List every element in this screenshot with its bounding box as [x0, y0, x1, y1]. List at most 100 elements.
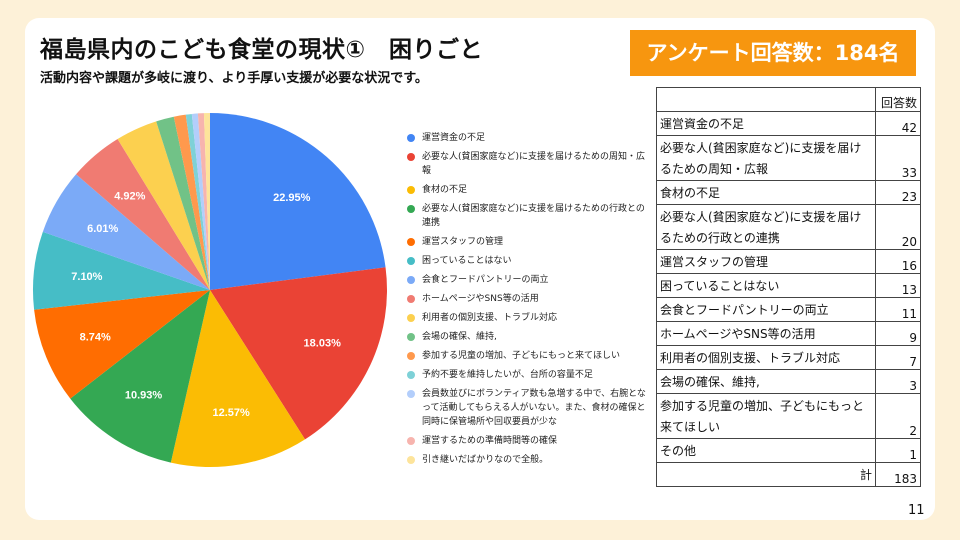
legend-label: 必要な人(貧困家庭など)に支援を届けるための周知・広報 — [422, 152, 646, 176]
legend-label: 会食とフードパントリーの両立 — [422, 275, 549, 285]
pie-slice — [210, 113, 386, 290]
table-row: 運営資金の不足 42 — [656, 111, 921, 136]
chart-legend: 運営資金の不足必要な人(貧困家庭など)に支援を届けるための周知・広報食材の不足必… — [405, 131, 650, 472]
legend-label: 参加する児童の増加、子どもにもっと来てほしい — [422, 351, 621, 361]
row-label: 必要な人(貧困家庭など)に支援を届けるための周知・広報 — [656, 135, 876, 181]
legend-item: 会場の確保、維持, — [405, 330, 650, 344]
slice-percent-label: 6.01% — [87, 223, 118, 235]
legend-label: 困っていることはない — [422, 256, 512, 266]
legend-label: 運営するための準備時間等の確保 — [422, 436, 558, 446]
pie-slice — [191, 113, 210, 290]
row-label: 会食とフードパントリーの両立 — [656, 297, 876, 322]
legend-item: 会員数並びにボランティア数も急増する中で、右腕となって活動してもらえる人がいない… — [405, 387, 650, 429]
legend-swatch-icon — [407, 134, 415, 142]
table-row: 困っていることはない 13 — [656, 273, 921, 298]
pie-slice — [76, 139, 210, 290]
table-row: ホームページやSNS等の活用 9 — [656, 321, 921, 346]
legend-swatch-icon — [407, 352, 415, 360]
row-count: 13 — [875, 273, 921, 298]
legend-label: 必要な人(貧困家庭など)に支援を届けるための行政との連携 — [422, 204, 645, 228]
table-row: 必要な人(貧困家庭など)に支援を届けるための周知・広報 33 — [656, 135, 921, 181]
legend-swatch-icon — [407, 333, 415, 341]
row-count: 9 — [875, 321, 921, 346]
page-number: 11 — [908, 503, 925, 518]
pie-slice — [210, 267, 387, 440]
legend-swatch-icon — [407, 456, 415, 464]
slice-percent-label: 18.03% — [304, 338, 342, 350]
pie-slice — [173, 114, 210, 290]
legend-label: 引き継いだばかりなので全般。 — [422, 455, 549, 465]
legend-swatch-icon — [407, 153, 415, 161]
table-header-row: 回答数 — [656, 87, 921, 112]
legend-swatch-icon — [407, 295, 415, 303]
row-count: 16 — [875, 249, 921, 274]
row-label: 参加する児童の増加、子どもにもっと来てほしい — [656, 393, 876, 439]
table-row: 会食とフードパントリーの両立 11 — [656, 297, 921, 322]
legend-item: 食材の不足 — [405, 183, 650, 197]
pie-slice — [34, 290, 210, 399]
legend-item: 会食とフードパントリーの両立 — [405, 273, 650, 287]
legend-item: 引き継いだばかりなので全般。 — [405, 453, 650, 467]
table-header-count: 回答数 — [875, 87, 921, 112]
row-count: 23 — [875, 180, 921, 205]
row-label: ホームページやSNS等の活用 — [656, 321, 876, 346]
legend-swatch-icon — [407, 437, 415, 445]
pie-slice — [33, 231, 210, 310]
legend-item: 運営スタッフの管理 — [405, 235, 650, 249]
legend-label: 運営スタッフの管理 — [422, 237, 504, 247]
row-label: 困っていることはない — [656, 273, 876, 298]
legend-swatch-icon — [407, 186, 415, 194]
legend-swatch-icon — [407, 257, 415, 265]
legend-item: 予約不要を維持したいが、台所の容量不足 — [405, 368, 650, 382]
pie-slice — [156, 116, 210, 290]
row-count: 42 — [875, 111, 921, 136]
row-count: 20 — [875, 204, 921, 250]
table-total-row: 計 183 — [656, 462, 921, 487]
table-row: 参加する児童の増加、子どもにもっと来てほしい 2 — [656, 393, 921, 439]
legend-label: 予約不要を維持したいが、台所の容量不足 — [422, 370, 593, 380]
table-row: 食材の不足 23 — [656, 180, 921, 205]
legend-item: 利用者の個別支援、トラブル対応 — [405, 311, 650, 325]
legend-item: 運営するための準備時間等の確保 — [405, 434, 650, 448]
total-label: 計 — [656, 462, 876, 487]
legend-item: 必要な人(貧困家庭など)に支援を届けるための周知・広報 — [405, 150, 650, 178]
pie-slice — [70, 290, 210, 463]
row-label: 運営スタッフの管理 — [656, 249, 876, 274]
slice-percent-label: 10.93% — [125, 390, 163, 402]
legend-swatch-icon — [407, 390, 415, 398]
table-row: 利用者の個別支援、トラブル対応 7 — [656, 345, 921, 370]
row-label: 会場の確保、維持, — [656, 369, 876, 394]
slice-percent-label: 12.57% — [213, 407, 251, 419]
page-title: 福島県内のこども食堂の現状① 困りごと — [40, 37, 483, 63]
row-label: 運営資金の不足 — [656, 111, 876, 136]
row-label: 必要な人(貧困家庭など)に支援を届けるための行政との連携 — [656, 204, 876, 250]
table-row: 運営スタッフの管理 16 — [656, 249, 921, 274]
table-row: 会場の確保、維持, 3 — [656, 369, 921, 394]
row-count: 1 — [875, 438, 921, 463]
legend-label: 会員数並びにボランティア数も急増する中で、右腕となって活動してもらえる人がいない… — [422, 389, 646, 427]
legend-item: 運営資金の不足 — [405, 131, 650, 145]
legend-label: 食材の不足 — [422, 185, 468, 195]
page-subtitle: 活動内容や課題が多岐に渡り、より手厚い支援が必要な状況です。 — [40, 71, 428, 86]
legend-label: 利用者の個別支援、トラブル対応 — [422, 313, 558, 323]
total-count: 183 — [875, 462, 921, 487]
row-count: 3 — [875, 369, 921, 394]
row-count: 7 — [875, 345, 921, 370]
table-row: 必要な人(貧困家庭など)に支援を届けるための行政との連携 20 — [656, 204, 921, 250]
respondents-badge: アンケート回答数：184名 — [630, 30, 916, 76]
legend-item: 参加する児童の増加、子どもにもっと来てほしい — [405, 349, 650, 363]
legend-label: ホームページやSNS等の活用 — [422, 294, 539, 304]
row-label: その他 — [656, 438, 876, 463]
slice-percent-label: 22.95% — [273, 192, 311, 204]
slice-percent-label: 7.10% — [71, 271, 102, 283]
legend-swatch-icon — [407, 238, 415, 246]
legend-item: 必要な人(貧困家庭など)に支援を届けるための行政との連携 — [405, 202, 650, 230]
row-count: 11 — [875, 297, 921, 322]
pie-slice — [170, 290, 305, 468]
table-header-blank — [656, 87, 876, 112]
pie-slice — [185, 113, 210, 290]
row-count: 33 — [875, 135, 921, 181]
row-label: 食材の不足 — [656, 180, 876, 205]
slice-percent-label: 8.74% — [80, 332, 111, 344]
